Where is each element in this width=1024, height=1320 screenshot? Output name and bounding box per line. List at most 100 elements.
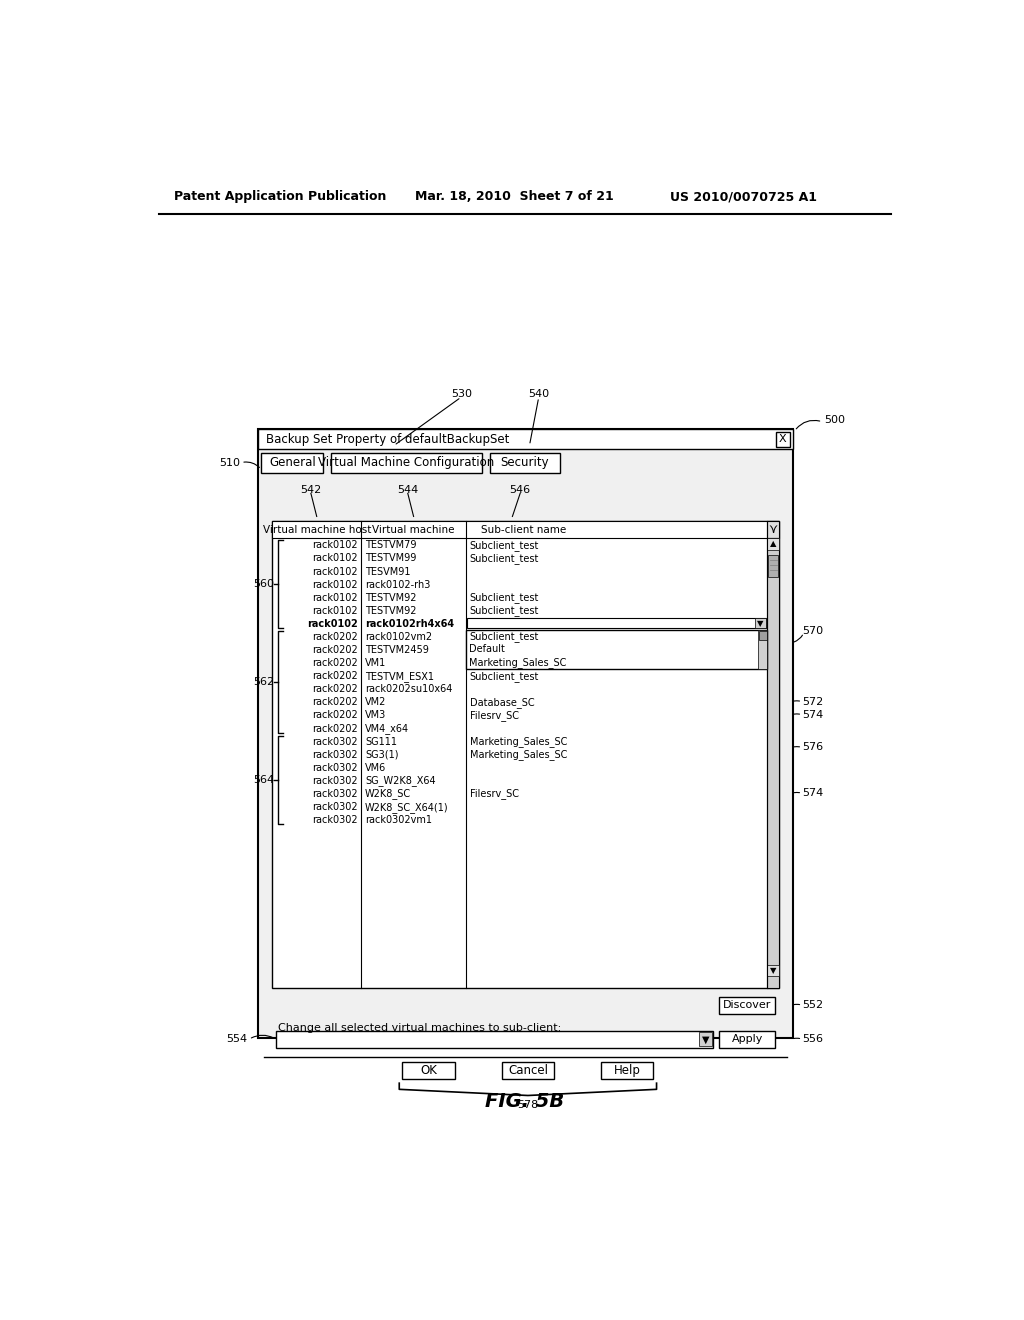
Text: Discover: Discover	[723, 1001, 771, 1010]
Text: rack0102-rh3: rack0102-rh3	[366, 579, 430, 590]
Text: ▼: ▼	[770, 966, 776, 975]
Text: Cancel: Cancel	[508, 1064, 548, 1077]
Text: VM1: VM1	[366, 659, 386, 668]
Text: rack0302: rack0302	[311, 763, 357, 772]
Text: Marketing_Sales_SC: Marketing_Sales_SC	[469, 657, 566, 668]
Text: TESTVM99: TESTVM99	[366, 553, 417, 564]
Text: Subclient_test: Subclient_test	[469, 631, 539, 642]
Text: rack0302: rack0302	[311, 803, 357, 812]
Text: General: General	[269, 455, 315, 469]
Bar	[272, 521, 779, 539]
Bar	[767, 965, 779, 977]
Text: 530: 530	[451, 389, 472, 399]
Text: rack0102vm2: rack0102vm2	[366, 632, 432, 642]
Text: Sub-client name: Sub-client name	[481, 524, 566, 535]
Bar	[331, 453, 482, 473]
Text: Filesrv_SC: Filesrv_SC	[470, 710, 519, 721]
Text: Security: Security	[501, 455, 549, 469]
Text: rack0102: rack0102	[311, 579, 357, 590]
Text: rack0102rh4x64: rack0102rh4x64	[366, 619, 455, 628]
Bar	[502, 1061, 554, 1078]
Text: Subclient_test: Subclient_test	[470, 606, 540, 616]
Text: rack0102: rack0102	[311, 566, 357, 577]
Bar	[719, 997, 775, 1014]
Bar	[755, 618, 766, 628]
Text: Virtual Machine Configuration: Virtual Machine Configuration	[318, 455, 495, 469]
Bar	[719, 1031, 775, 1048]
Bar	[699, 1032, 712, 1047]
Bar	[768, 554, 778, 577]
Text: W2K8_SC: W2K8_SC	[366, 788, 412, 800]
Text: ▼: ▼	[757, 619, 764, 627]
Text: 576: 576	[802, 742, 823, 752]
Text: W2K8_SC_X64(1): W2K8_SC_X64(1)	[366, 801, 449, 813]
Text: SG_W2K8_X64: SG_W2K8_X64	[366, 775, 436, 787]
Text: rack0202: rack0202	[311, 659, 357, 668]
Text: Marketing_Sales_SC: Marketing_Sales_SC	[470, 750, 567, 760]
Text: Subclient_test: Subclient_test	[470, 671, 540, 681]
Text: 544: 544	[397, 486, 419, 495]
Bar	[601, 1061, 653, 1078]
Text: TESTVM92: TESTVM92	[366, 593, 417, 603]
Text: VM2: VM2	[366, 697, 386, 708]
Text: Subclient_test: Subclient_test	[470, 553, 540, 564]
Bar	[759, 631, 767, 640]
Text: 556: 556	[802, 1035, 823, 1044]
Text: rack0202su10x64: rack0202su10x64	[366, 684, 453, 694]
Text: 554: 554	[226, 1035, 248, 1044]
Text: TESVM91: TESVM91	[366, 566, 411, 577]
Text: Backup Set Property of defaultBackupSet: Backup Set Property of defaultBackupSet	[266, 433, 509, 446]
Text: FIG. 5B: FIG. 5B	[485, 1092, 564, 1111]
Text: ⋎: ⋎	[769, 523, 778, 536]
Text: VM4_x64: VM4_x64	[366, 723, 410, 734]
Text: SG3(1): SG3(1)	[366, 750, 398, 760]
Text: Virtual machine: Virtual machine	[373, 524, 455, 535]
Text: ▲: ▲	[770, 540, 776, 548]
Bar	[261, 453, 324, 473]
Text: 574: 574	[802, 788, 823, 799]
Text: VM6: VM6	[366, 763, 386, 772]
Bar	[758, 630, 767, 669]
Text: TESTVM_ESX1: TESTVM_ESX1	[366, 671, 434, 681]
Text: Mar. 18, 2010  Sheet 7 of 21: Mar. 18, 2010 Sheet 7 of 21	[415, 190, 613, 203]
Text: 570: 570	[802, 626, 823, 636]
Text: OK: OK	[420, 1064, 437, 1077]
Text: Change all selected virtual machines to sub-client:: Change all selected virtual machines to …	[279, 1023, 561, 1032]
Text: TESTVM2459: TESTVM2459	[366, 645, 429, 655]
Text: 500: 500	[824, 416, 845, 425]
Text: rack0302vm1: rack0302vm1	[366, 816, 432, 825]
Text: Help: Help	[613, 1064, 641, 1077]
Bar	[767, 539, 779, 549]
Text: 578: 578	[517, 1100, 539, 1110]
Text: 542: 542	[300, 486, 322, 495]
Text: Subclient_test: Subclient_test	[470, 593, 540, 603]
Text: rack0102: rack0102	[311, 553, 357, 564]
Text: rack0202: rack0202	[311, 645, 357, 655]
Text: Patent Application Publication: Patent Application Publication	[174, 190, 387, 203]
Bar	[489, 453, 560, 473]
Text: VM3: VM3	[366, 710, 386, 721]
Text: Apply: Apply	[731, 1035, 763, 1044]
Text: Filesrv_SC: Filesrv_SC	[470, 788, 519, 800]
Text: rack0302: rack0302	[311, 816, 357, 825]
Text: rack0102: rack0102	[311, 606, 357, 615]
Bar	[767, 539, 779, 987]
Text: rack0102: rack0102	[311, 540, 357, 550]
Text: 540: 540	[528, 389, 549, 399]
Text: Subclient_test: Subclient_test	[470, 540, 540, 550]
Text: 552: 552	[802, 1001, 823, 1010]
Text: 546: 546	[510, 486, 530, 495]
Text: X: X	[779, 434, 786, 445]
Text: TESTVM79: TESTVM79	[366, 540, 417, 550]
Text: rack0202: rack0202	[311, 684, 357, 694]
Text: rack0202: rack0202	[311, 710, 357, 721]
Text: rack0302: rack0302	[311, 789, 357, 799]
Text: US 2010/0070725 A1: US 2010/0070725 A1	[671, 190, 817, 203]
Text: rack0102: rack0102	[311, 593, 357, 603]
Text: ▼: ▼	[701, 1035, 710, 1044]
Text: Marketing_Sales_SC: Marketing_Sales_SC	[470, 737, 567, 747]
Bar	[467, 618, 766, 628]
Bar	[402, 1061, 455, 1078]
Text: rack0202: rack0202	[311, 672, 357, 681]
Text: 572: 572	[802, 697, 823, 706]
